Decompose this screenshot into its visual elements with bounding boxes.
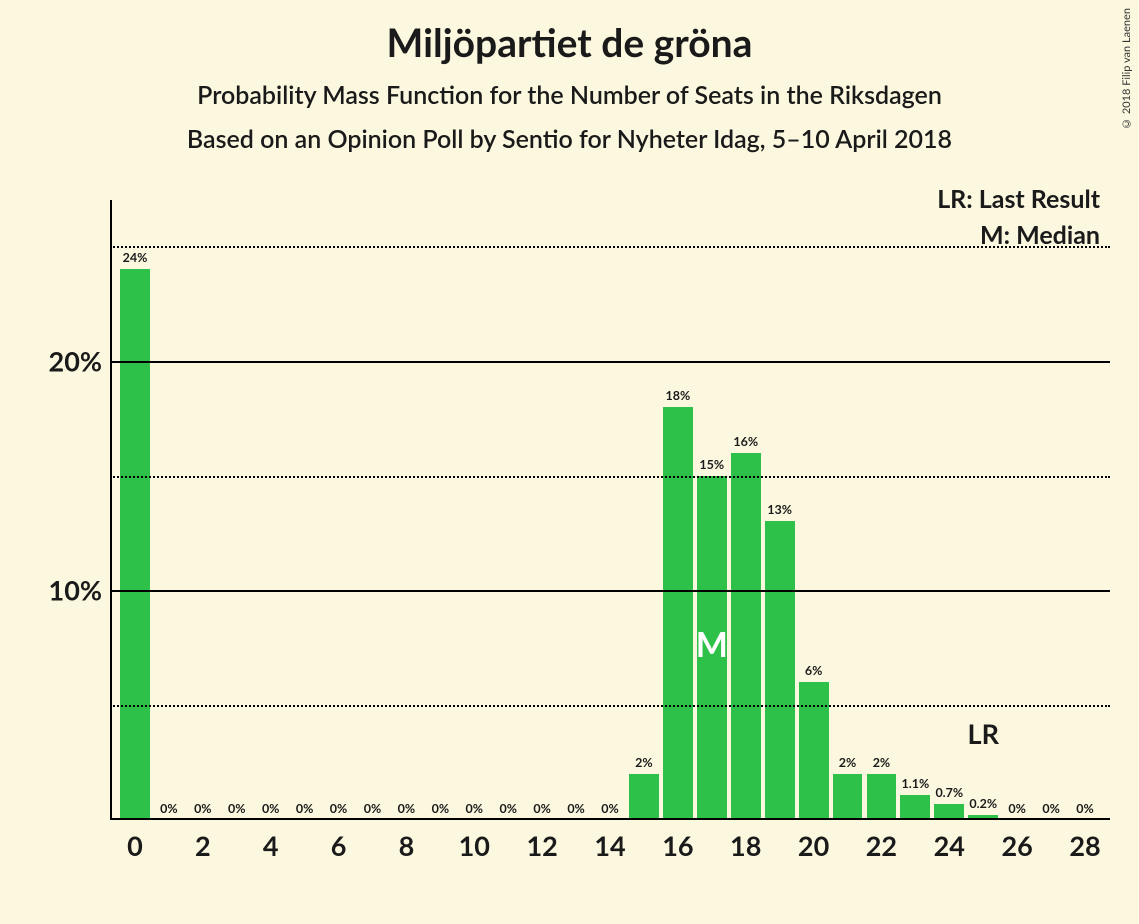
- bar-value-label: 0%: [1008, 801, 1026, 816]
- x-tick-label: 10: [459, 829, 490, 862]
- x-tick-label: 0: [127, 829, 143, 862]
- x-tick-label: 8: [399, 829, 415, 862]
- bar-value-label: 0%: [330, 801, 348, 816]
- bar-value-label: 6%: [805, 663, 823, 678]
- x-axis: [110, 818, 1110, 820]
- x-tick-label: 2: [195, 829, 211, 862]
- bar: [663, 407, 693, 820]
- x-tick-label: 26: [1002, 829, 1033, 862]
- bar-value-label: 0%: [567, 801, 585, 816]
- bar-value-label: 2%: [635, 755, 653, 770]
- bar-value-label: 0%: [466, 801, 484, 816]
- bar-value-label: 0.7%: [935, 785, 963, 800]
- gridline-solid: [110, 361, 1110, 363]
- x-tick-label: 16: [662, 829, 693, 862]
- bar: [833, 774, 863, 820]
- x-tick-label: 6: [331, 829, 347, 862]
- bar-value-label: 18%: [665, 388, 690, 403]
- bar-value-label: 2%: [873, 755, 891, 770]
- gridline-dotted: [110, 476, 1110, 478]
- bar-value-label: 0%: [364, 801, 382, 816]
- x-tick-label: 18: [730, 829, 761, 862]
- chart-subtitle-2: Based on an Opinion Poll by Sentio for N…: [0, 110, 1139, 154]
- bar: [629, 774, 659, 820]
- bar-value-label: 2%: [839, 755, 857, 770]
- bar-value-label: 0%: [601, 801, 619, 816]
- gridline-dotted: [110, 705, 1110, 707]
- bar: [867, 774, 897, 820]
- bar-value-label: 0.2%: [969, 796, 997, 811]
- bar-value-label: 0%: [262, 801, 280, 816]
- y-tick-label: 10%: [49, 574, 102, 607]
- bar-value-label: 0%: [533, 801, 551, 816]
- bar-value-label: 24%: [123, 250, 148, 265]
- bar: [731, 453, 761, 820]
- x-tick-label: 20: [798, 829, 829, 862]
- y-tick-label: 20%: [49, 344, 102, 377]
- bar-value-label: 0%: [398, 801, 416, 816]
- x-tick-label: 14: [594, 829, 625, 862]
- bar-value-label: 0%: [1042, 801, 1060, 816]
- last-result-marker: LR: [968, 717, 999, 750]
- bar-value-label: 15%: [699, 457, 724, 472]
- bar-value-label: 0%: [296, 801, 314, 816]
- x-tick-label: 22: [866, 829, 897, 862]
- gridline-solid: [110, 590, 1110, 592]
- bar-value-label: 0%: [1076, 801, 1094, 816]
- chart-subtitle-1: Probability Mass Function for the Number…: [0, 66, 1139, 110]
- bar: [900, 795, 930, 820]
- bar-value-label: 0%: [160, 801, 178, 816]
- chart-plot-area: LR: Last Result M: Median 24%0%0%0%0%0%0…: [110, 200, 1110, 820]
- bar-value-label: 13%: [767, 502, 792, 517]
- bar-value-label: 16%: [733, 434, 758, 449]
- bar-value-label: 0%: [228, 801, 246, 816]
- bar: [799, 682, 829, 820]
- bar: [765, 521, 795, 820]
- bar-value-label: 1.1%: [902, 776, 930, 791]
- bar: [120, 269, 150, 820]
- gridline-dotted: [110, 246, 1110, 248]
- x-tick-label: 12: [526, 829, 557, 862]
- bar-value-label: 0%: [499, 801, 517, 816]
- x-tick-label: 4: [263, 829, 279, 862]
- bar-value-label: 0%: [194, 801, 212, 816]
- copyright-notice: © 2018 Filip van Laenen: [1120, 8, 1133, 130]
- chart-title: Miljöpartiet de gröna: [0, 0, 1139, 66]
- x-tick-label: 28: [1069, 829, 1100, 862]
- median-marker: M: [696, 624, 728, 665]
- x-tick-label: 24: [934, 829, 965, 862]
- bar-value-label: 0%: [432, 801, 450, 816]
- y-axis: [110, 200, 112, 820]
